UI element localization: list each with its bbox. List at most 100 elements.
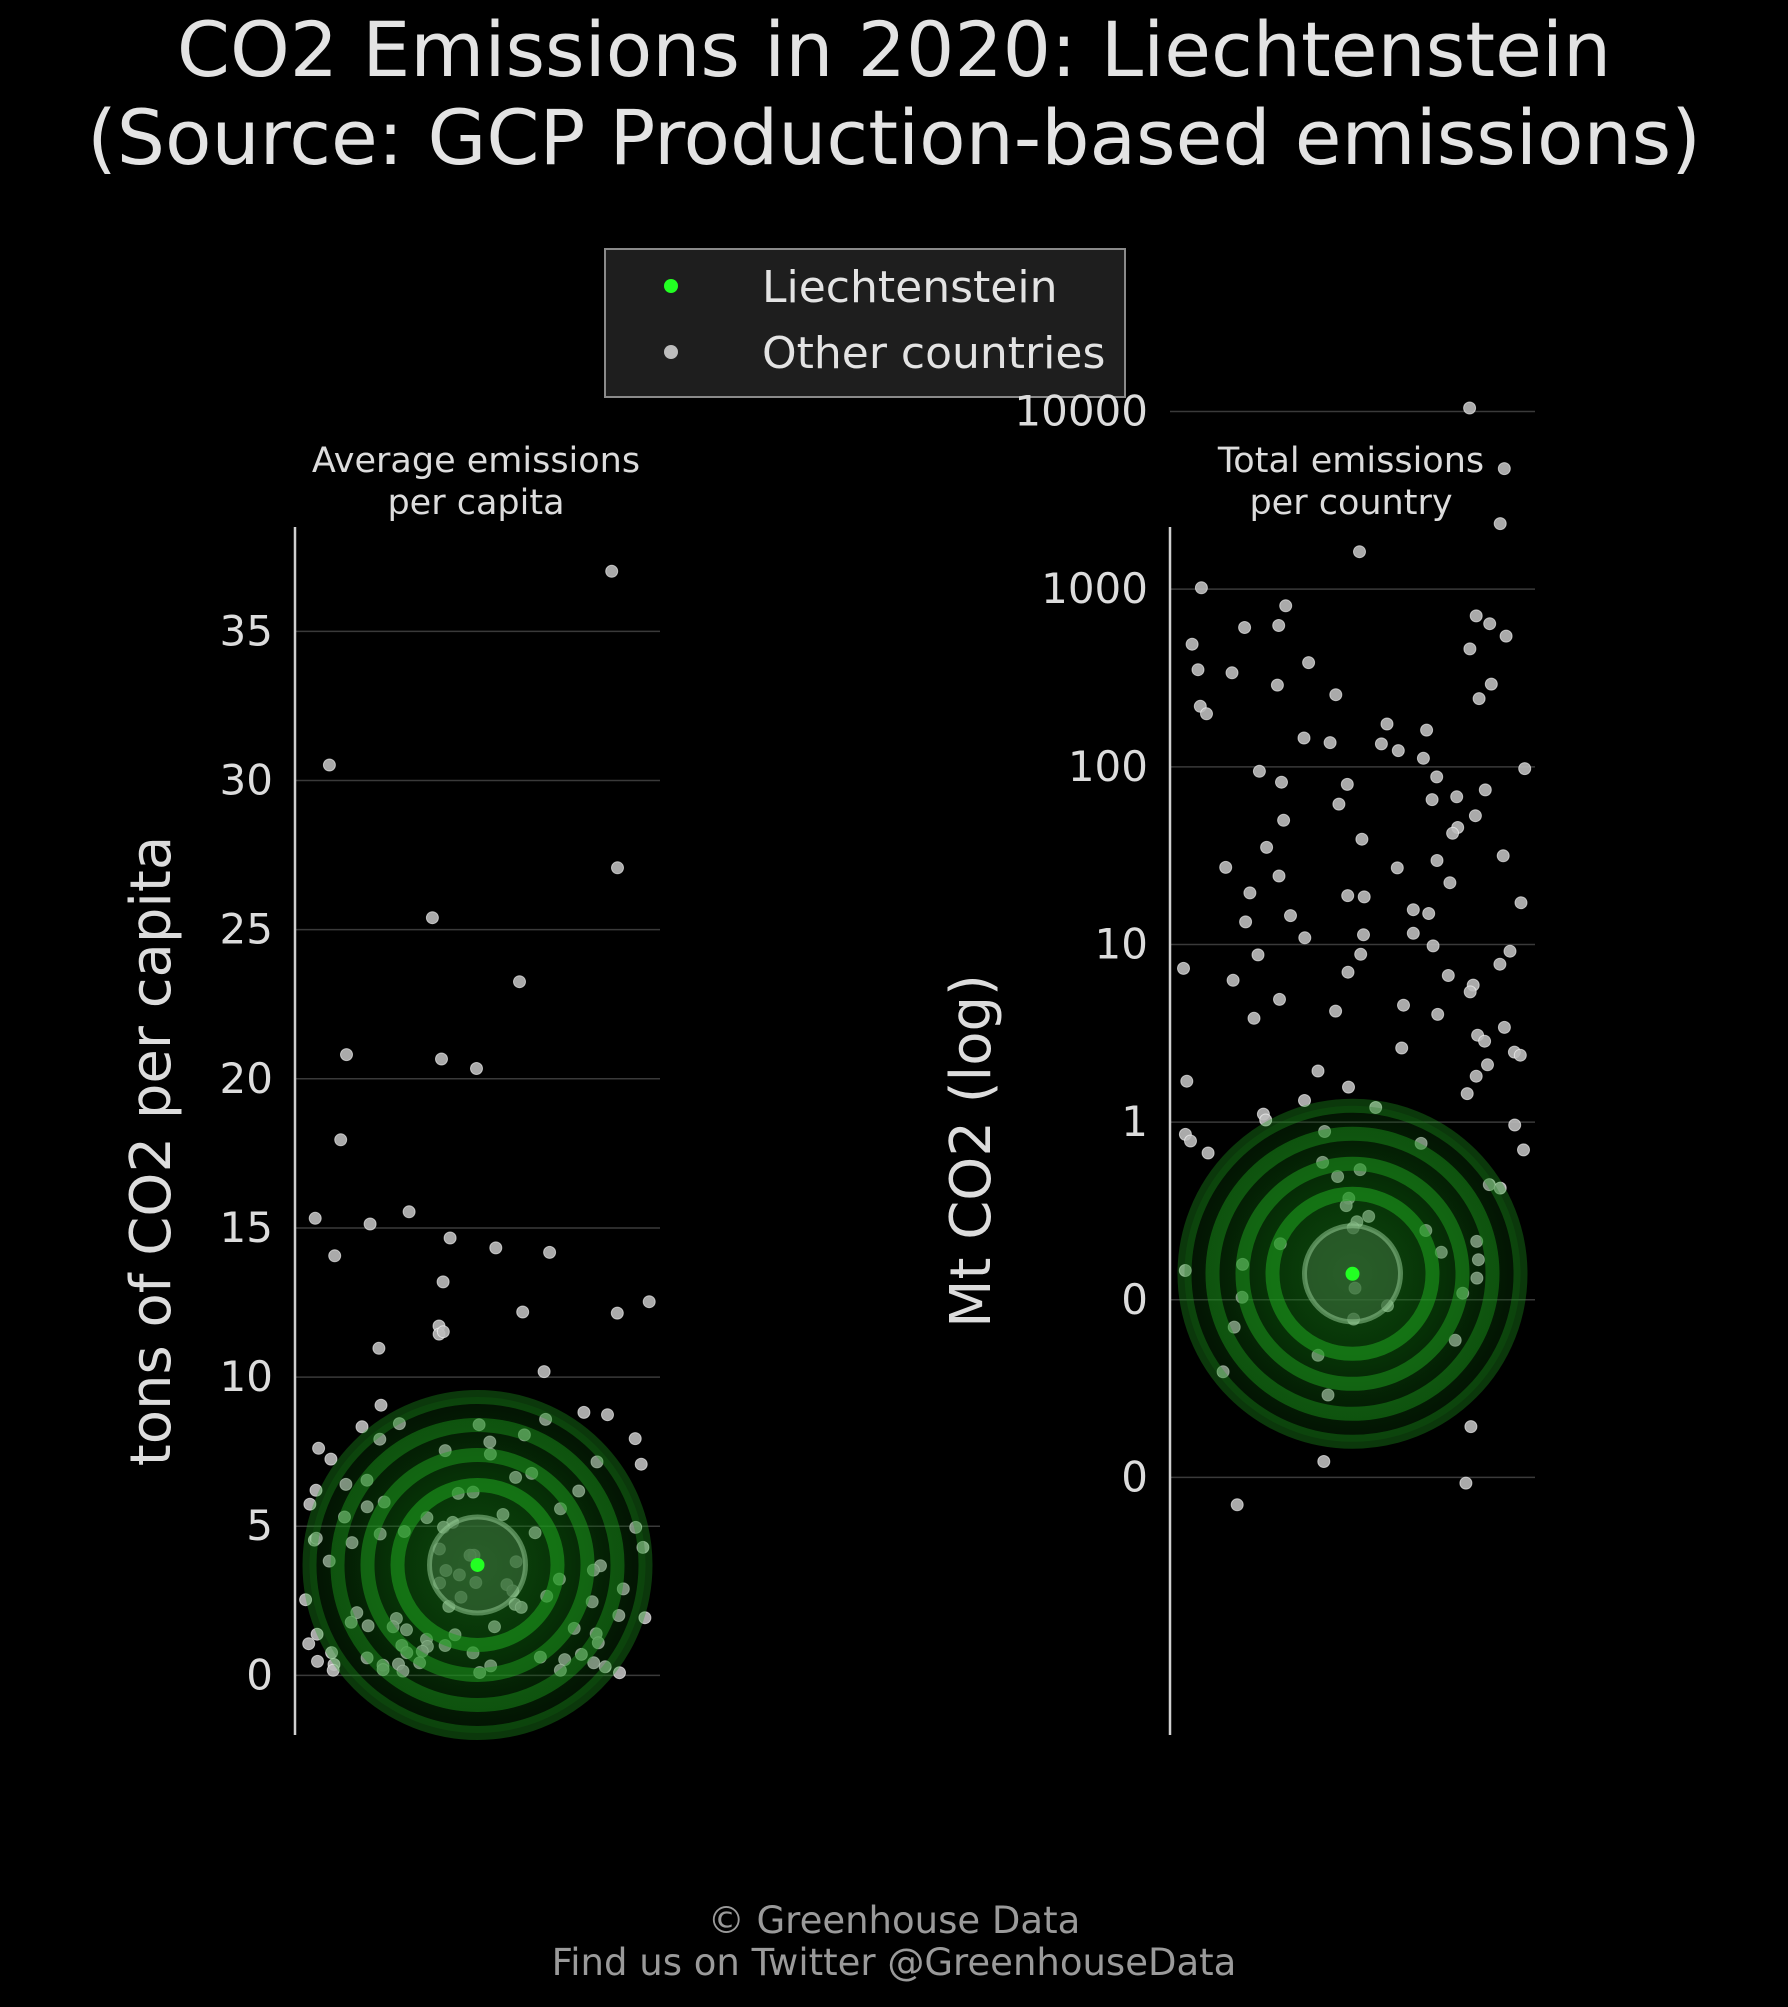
percap-point-other xyxy=(611,861,624,875)
total-point-other xyxy=(1340,777,1354,791)
total-point-other xyxy=(1390,861,1404,875)
total-point-other xyxy=(1185,637,1199,651)
total-point-other xyxy=(1272,619,1286,632)
percap-point-other xyxy=(311,1654,324,1668)
total-point-liechtenstein xyxy=(1345,1266,1360,1281)
total-point-other xyxy=(1493,957,1507,971)
total-point-other xyxy=(1503,944,1517,958)
total-point-other xyxy=(1464,1420,1478,1434)
total-point-other xyxy=(1247,1011,1261,1025)
footer-twitter: Find us on Twitter @GreenhouseData xyxy=(551,1941,1237,1984)
total-point-other xyxy=(1469,1069,1483,1083)
percap-point-other xyxy=(601,1408,614,1422)
total-point-other xyxy=(1342,1080,1355,1094)
total-point-other xyxy=(1468,809,1482,823)
total-point-other xyxy=(1425,793,1439,807)
legend: Liechtenstein Other countries xyxy=(604,248,1126,398)
percap-point-other xyxy=(605,564,619,578)
total-point-other xyxy=(1395,1041,1409,1055)
total-point-other xyxy=(1357,890,1371,904)
total-point-other xyxy=(1513,1048,1527,1062)
percap-point-other xyxy=(610,1306,624,1320)
total-point-other xyxy=(1497,1020,1511,1034)
percap-point-other xyxy=(628,1432,642,1446)
percap-point-other xyxy=(613,1666,626,1680)
total-point-other xyxy=(1225,666,1239,680)
total-point-other xyxy=(1450,790,1464,804)
total-glow-ring xyxy=(1235,1156,1470,1391)
total-point-other xyxy=(1273,992,1286,1006)
total-point-other xyxy=(1422,907,1436,920)
percap-point-other xyxy=(326,1663,340,1677)
total-point-other xyxy=(1332,797,1346,811)
percap-panel-title-line2: per capita xyxy=(387,483,564,523)
percap-y-tick-label: 20 xyxy=(220,1054,273,1103)
total-panel-title-line2: per country xyxy=(1249,483,1452,523)
percap-point-other xyxy=(363,1217,377,1231)
percap-point-other xyxy=(402,1205,416,1219)
total-point-other xyxy=(1284,909,1297,923)
total-point-other xyxy=(1481,1058,1494,1072)
percap-y-tick-label: 5 xyxy=(246,1501,273,1550)
total-point-other xyxy=(1329,1004,1343,1018)
total-point-other xyxy=(1483,617,1497,631)
legend-label-liechtenstein: Liechtenstein xyxy=(762,262,1058,313)
percap-glow-ring xyxy=(360,1447,595,1682)
total-point-other xyxy=(1478,1034,1492,1048)
total-point-other xyxy=(1484,677,1498,691)
total-point-other xyxy=(1441,969,1455,982)
total-point-other xyxy=(1191,663,1205,677)
total-y-tick-label: 0 xyxy=(1121,1275,1148,1324)
total-point-other xyxy=(1184,1134,1197,1148)
total-point-other xyxy=(1230,1498,1244,1512)
percap-point-other xyxy=(435,1052,448,1066)
total-point-other xyxy=(1298,931,1312,945)
total-point-other xyxy=(1297,731,1311,745)
percap-point-other xyxy=(299,1593,313,1607)
total-point-other xyxy=(1430,770,1444,784)
total-point-other xyxy=(1493,517,1507,531)
percap-y-tick-label: 30 xyxy=(220,756,273,805)
total-point-other xyxy=(1426,939,1440,953)
total-point-other xyxy=(1239,915,1253,929)
total-point-other xyxy=(1496,849,1510,863)
percap-point-other xyxy=(638,1611,652,1625)
total-point-other xyxy=(1397,998,1410,1012)
percap-point-other xyxy=(334,1133,348,1147)
percap-point-other xyxy=(322,758,336,772)
total-point-other xyxy=(1238,621,1252,634)
total-point-other xyxy=(1341,965,1355,979)
percap-point-other xyxy=(436,1275,450,1289)
total-point-other xyxy=(1323,736,1337,750)
percap-y-axis-label: tons of CO2 per capita xyxy=(119,836,184,1466)
percap-y-tick-label: 0 xyxy=(246,1650,273,1699)
total-point-other xyxy=(1416,751,1430,765)
percap-y-tick-label: 15 xyxy=(220,1203,273,1252)
percap-point-other xyxy=(516,1305,530,1319)
total-y-tick-label: 0 xyxy=(1121,1452,1148,1501)
percap-y-tick-label: 10 xyxy=(220,1352,273,1401)
percap-point-other xyxy=(310,1627,324,1641)
percap-y-tick-label: 35 xyxy=(220,606,273,655)
percap-point-other xyxy=(372,1341,386,1355)
total-point-other xyxy=(1406,926,1420,940)
total-y-tick-label: 1 xyxy=(1121,1097,1148,1146)
footer-copyright: © Greenhouse Data xyxy=(707,1899,1081,1942)
total-point-other xyxy=(1478,783,1492,797)
total-point-other xyxy=(1302,656,1316,670)
percap-point-other xyxy=(355,1420,369,1434)
percap-point-other xyxy=(634,1457,648,1471)
total-point-other xyxy=(1354,947,1368,961)
total-panel-title-line1: Total emissions xyxy=(1217,441,1484,481)
percap-glow-ring xyxy=(390,1477,565,1652)
legend-item-other-countries: Other countries xyxy=(606,322,1124,382)
total-point-other xyxy=(1201,1146,1215,1160)
percap-point-other xyxy=(642,1295,656,1309)
total-point-other xyxy=(1463,642,1477,656)
total-glow-ring xyxy=(1265,1186,1440,1361)
total-point-other xyxy=(1219,860,1233,874)
chart-title-line2: (Source: GCP Production-based emissions) xyxy=(87,93,1701,182)
